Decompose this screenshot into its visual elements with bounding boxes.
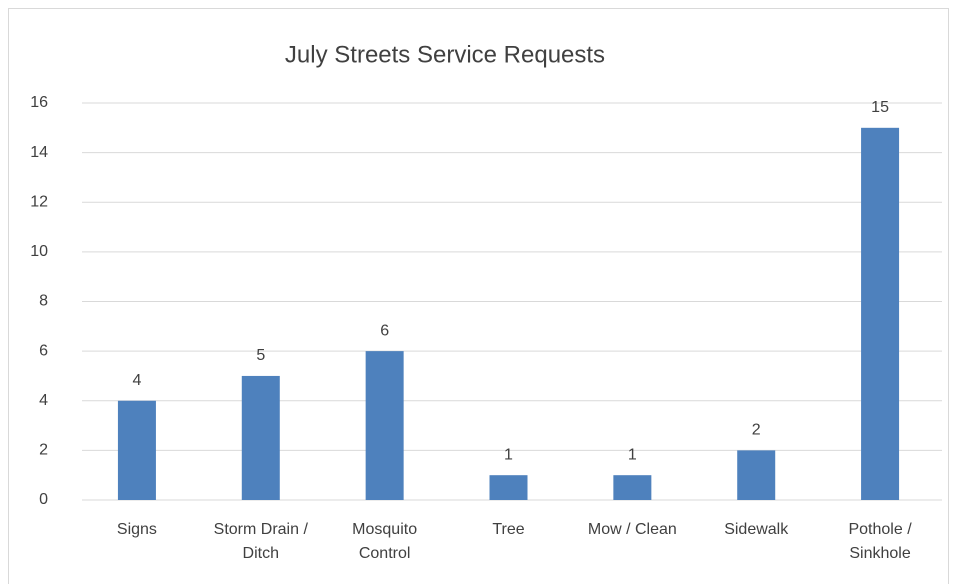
- x-tick-label: Storm Drain / Ditch: [213, 521, 308, 562]
- data-label: 4: [132, 372, 141, 389]
- x-tick-label: Signs: [116, 521, 157, 538]
- y-tick-label: 6: [39, 342, 48, 359]
- bar: [241, 375, 280, 500]
- y-tick-label: 2: [39, 442, 48, 459]
- y-tick-label: 0: [39, 491, 48, 508]
- data-label: 1: [628, 446, 637, 463]
- data-label: 15: [871, 99, 889, 116]
- y-tick-label: 12: [30, 193, 48, 210]
- y-tick-label: 10: [30, 243, 48, 260]
- y-tick-label: 14: [30, 144, 48, 161]
- chart-title: July Streets Service Requests: [285, 41, 605, 68]
- x-tick-label: Mosquito Control: [352, 521, 418, 562]
- bar: [365, 351, 404, 500]
- y-tick-label: 16: [30, 94, 48, 111]
- bar: [489, 475, 528, 500]
- data-label: 6: [380, 322, 389, 339]
- chart-border: [8, 8, 949, 584]
- y-tick-label: 4: [39, 392, 48, 409]
- data-label: 2: [752, 422, 761, 439]
- bar: [861, 127, 900, 500]
- bar: [117, 400, 156, 500]
- x-tick-label: Sidewalk: [724, 521, 789, 538]
- y-tick-label: 8: [39, 293, 48, 310]
- data-label: 5: [256, 347, 265, 364]
- x-tick-label: Pothole / Sinkhole: [848, 521, 912, 562]
- bar: [737, 450, 776, 500]
- x-tick-label: Tree: [492, 521, 525, 538]
- x-tick-label: Mow / Clean: [587, 521, 677, 538]
- bar: [613, 475, 652, 500]
- data-label: 1: [504, 446, 513, 463]
